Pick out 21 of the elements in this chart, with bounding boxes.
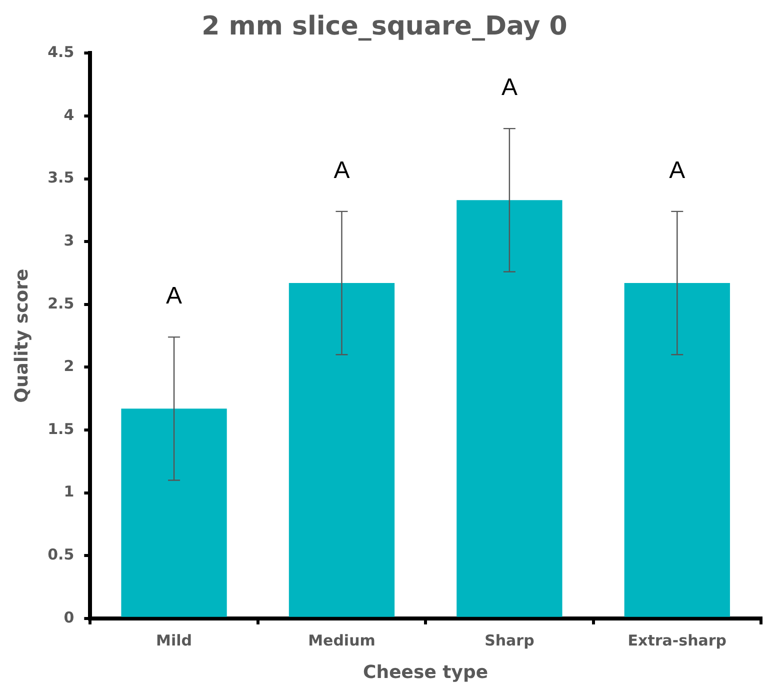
y-tick-label: 0.5 [48, 545, 74, 564]
annotation: A [166, 282, 182, 310]
y-tick-label: 0 [64, 608, 74, 626]
y-axis-title: Quality score [11, 268, 32, 403]
x-tick-label: Mild [156, 631, 192, 650]
x-tick-label: Medium [308, 631, 376, 650]
y-tick-label: 4 [64, 106, 74, 124]
y-tick-label: 1 [64, 482, 74, 501]
y-tick-label: 2.5 [48, 294, 74, 312]
x-tick-label: Extra-sharp [628, 631, 727, 650]
y-tick-label: 4.5 [48, 43, 74, 62]
y-tick-label: 3 [64, 231, 74, 250]
annotation: A [334, 157, 350, 184]
annotation: A [501, 74, 518, 102]
x-axis-title: Cheese type [363, 662, 488, 683]
x-tick-label: Sharp [484, 631, 535, 650]
y-tick-label: 3.5 [48, 168, 74, 187]
y-tick-label: 2 [64, 357, 74, 376]
y-tick-label: 1.5 [48, 420, 74, 438]
annotation: A [669, 157, 686, 184]
chart-title: 2 mm slice_square_Day 0 [202, 11, 568, 42]
